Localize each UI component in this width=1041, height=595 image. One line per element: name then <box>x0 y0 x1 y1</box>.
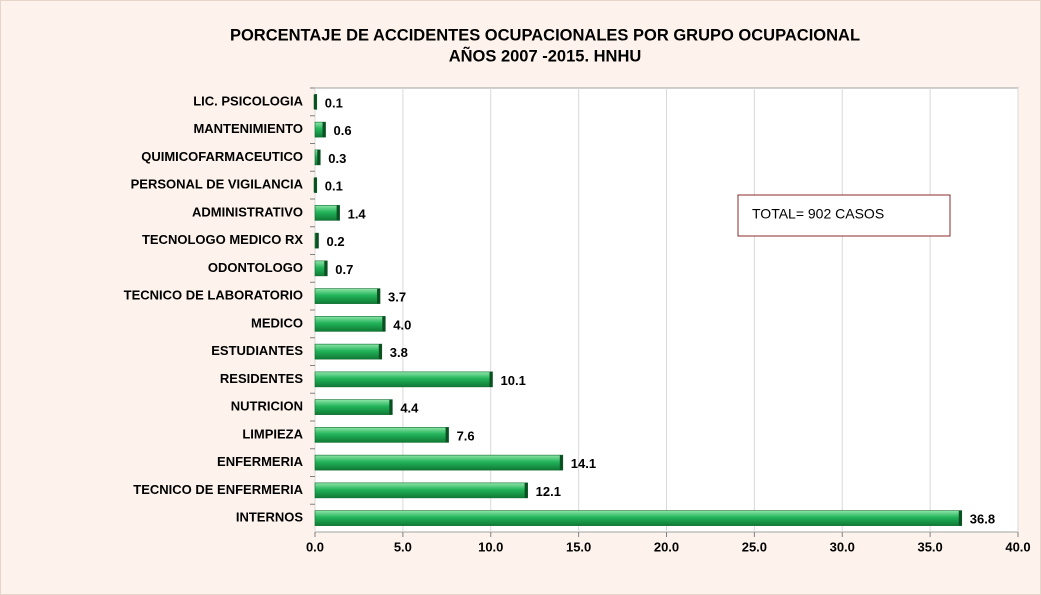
bar-cap <box>313 177 317 193</box>
bar-cap <box>389 399 393 415</box>
y-tick-label: TECNOLOGO MEDICO RX <box>142 232 303 247</box>
data-label: 0.6 <box>334 123 352 138</box>
bar-cap <box>382 316 386 332</box>
bar-cap <box>313 94 317 110</box>
bar-cap <box>958 510 962 526</box>
x-tick-label: 20.0 <box>654 539 679 554</box>
bar <box>314 288 381 304</box>
y-tick-label: RESIDENTES <box>220 371 303 386</box>
data-label: 0.2 <box>327 234 345 249</box>
bar-cap <box>524 482 528 498</box>
y-tick-label: MEDICO <box>251 315 303 330</box>
data-label: 3.7 <box>388 290 406 305</box>
bar <box>314 205 340 221</box>
data-label: 0.1 <box>325 95 343 110</box>
bar-cap <box>559 455 563 471</box>
data-label: 36.8 <box>970 512 995 527</box>
data-label: 1.4 <box>348 206 367 221</box>
bar-cap <box>377 288 381 304</box>
bar <box>314 510 963 526</box>
y-tick-label: ESTUDIANTES <box>211 343 303 358</box>
y-tick-label: TECNICO DE ENFERMERIA <box>133 482 303 497</box>
data-label: 0.1 <box>325 179 343 194</box>
chart-title: AÑOS 2007 -2015. HNHU <box>449 45 642 65</box>
x-tick-label: 5.0 <box>394 539 412 554</box>
bar <box>314 482 528 499</box>
bar-cap <box>489 371 493 387</box>
bar-cap <box>445 427 449 443</box>
bar-cap <box>336 205 340 221</box>
data-label: 4.4 <box>400 401 419 416</box>
y-tick-label: ADMINISTRATIVO <box>192 204 303 219</box>
x-tick-label: 30.0 <box>830 539 855 554</box>
bar-cap <box>322 122 326 138</box>
x-tick-label: 10.0 <box>478 539 503 554</box>
bar-cap <box>378 344 382 360</box>
data-label: 4.0 <box>393 317 411 332</box>
bar <box>314 399 393 415</box>
y-tick-label: ODONTOLOGO <box>208 260 303 275</box>
x-tick-label: 25.0 <box>742 539 767 554</box>
data-label: 14.1 <box>571 456 596 471</box>
chart-title: PORCENTAJE DE ACCIDENTES OCUPACIONALES P… <box>230 26 860 44</box>
y-tick-label: QUIMICOFARMACEUTICO <box>141 149 303 164</box>
y-tick-label: TECNICO DE LABORATORIO <box>124 288 303 303</box>
y-tick-label: NUTRICION <box>231 399 303 414</box>
x-tick-label: 0.0 <box>306 539 324 554</box>
bar <box>314 343 383 360</box>
y-tick-label: PERSONAL DE VIGILANCIA <box>131 177 304 192</box>
y-tick-label: LIC. PSICOLOGIA <box>193 93 303 108</box>
data-label: 0.7 <box>335 262 353 277</box>
y-tick-label: MANTENIMIENTO <box>193 121 303 136</box>
bar <box>314 427 449 443</box>
bar-cap <box>324 260 328 276</box>
data-label: 0.3 <box>328 151 346 166</box>
data-label: 10.1 <box>501 373 526 388</box>
x-tick-label: 15.0 <box>566 539 591 554</box>
data-label: 3.8 <box>390 345 408 360</box>
y-tick-label: LIMPIEZA <box>242 426 303 441</box>
bar-cap <box>317 149 321 165</box>
y-tick-label: INTERNOS <box>236 510 304 525</box>
data-label: 12.1 <box>536 484 561 499</box>
y-tick-label: ENFERMERIA <box>217 454 304 469</box>
annotation: TOTAL= 902 CASOS <box>752 206 884 222</box>
bar <box>314 316 386 332</box>
bar <box>314 454 564 471</box>
x-tick-label: 35.0 <box>917 539 942 554</box>
data-label: 7.6 <box>457 428 475 443</box>
bar <box>314 371 493 388</box>
x-tick-label: 40.0 <box>1005 539 1030 554</box>
bar-cap <box>315 233 319 249</box>
annotation-box <box>737 194 951 237</box>
